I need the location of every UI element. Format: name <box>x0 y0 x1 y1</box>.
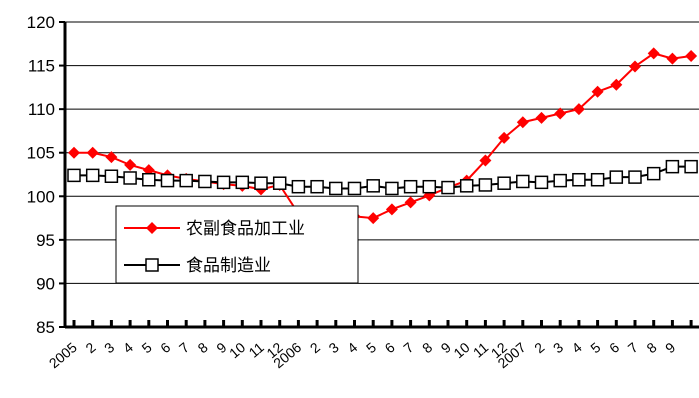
data-point-s2-12 <box>291 179 306 194</box>
data-point-s2-4 <box>142 172 156 187</box>
legend: 农副食品加工业 食品制造业 <box>115 205 359 284</box>
data-point-s2-32 <box>665 159 680 174</box>
data-point-s1-33 <box>685 49 698 62</box>
legend-label-series-1: 农副食品加工业 <box>186 219 305 239</box>
data-point-s2-15 <box>347 181 362 196</box>
data-point-s1-1 <box>86 146 99 159</box>
data-point-s1-0 <box>68 146 80 159</box>
x-tick-label-0: 2005 <box>46 339 80 371</box>
data-point-s2-22 <box>478 178 493 192</box>
y-tick-label-85: 85 <box>36 318 55 337</box>
data-point-s2-2 <box>104 169 119 183</box>
data-point-s2-10 <box>254 176 268 190</box>
x-tick-label-17: 6 <box>382 339 398 356</box>
data-point-s2-14 <box>329 181 343 196</box>
x-tick-label-3: 4 <box>120 339 136 356</box>
data-point-s1-23 <box>498 131 511 144</box>
data-point-s2-20 <box>441 180 455 195</box>
x-tick-label-14: 3 <box>325 339 341 356</box>
x-tick-label-18: 7 <box>400 339 416 356</box>
data-point-s1-22 <box>479 154 492 167</box>
data-point-s1-2 <box>105 151 118 164</box>
data-point-s2-25 <box>534 175 549 190</box>
data-point-s2-13 <box>310 179 324 194</box>
data-point-s2-6 <box>179 173 193 188</box>
data-point-s1-31 <box>647 47 660 60</box>
data-point-s2-16 <box>366 179 380 193</box>
data-point-s2-8 <box>216 175 231 190</box>
data-point-s2-17 <box>385 181 399 196</box>
data-point-s1-29 <box>610 78 623 91</box>
data-point-s2-23 <box>497 176 511 190</box>
data-point-s2-29 <box>609 170 624 184</box>
x-tick-label-7: 8 <box>195 339 211 356</box>
data-point-s2-30 <box>628 170 642 184</box>
data-point-s2-0 <box>67 168 81 183</box>
data-point-s2-31 <box>646 166 661 181</box>
series-2 <box>67 159 698 196</box>
data-point-s2-18 <box>403 179 418 194</box>
series-line-1 <box>74 52 692 223</box>
y-tick-label-105: 105 <box>27 144 55 163</box>
x-tick-label-2: 3 <box>101 339 117 356</box>
data-point-s2-27 <box>572 172 586 187</box>
data-point-s2-11 <box>272 176 287 190</box>
data-point-s2-7 <box>198 174 212 189</box>
x-tick-label-30: 7 <box>625 339 641 356</box>
data-point-s1-28 <box>591 85 604 98</box>
data-point-s1-32 <box>666 52 679 65</box>
data-point-s1-18 <box>404 196 417 209</box>
data-point-s2-21 <box>459 179 474 193</box>
x-tick-label-31: 8 <box>643 339 659 356</box>
data-point-s1-25 <box>535 111 548 124</box>
data-point-s2-3 <box>123 171 137 185</box>
y-tick-label-115: 115 <box>28 57 55 76</box>
x-tick-label-15: 4 <box>344 339 360 356</box>
data-point-s1-16 <box>367 212 380 225</box>
data-point-s2-28 <box>590 172 605 187</box>
y-tick-label-110: 110 <box>28 100 55 119</box>
x-tick-label-32: 9 <box>662 339 678 356</box>
legend-label-series-2: 食品制造业 <box>186 256 271 276</box>
data-point-s2-33 <box>684 159 698 174</box>
x-tick-label-27: 4 <box>569 339 585 356</box>
legend-marker-series-2 <box>145 258 159 272</box>
data-point-s2-24 <box>516 174 530 189</box>
legend-marker-series-1 <box>146 222 158 234</box>
x-tick-label-28: 5 <box>587 339 603 356</box>
data-point-s1-27 <box>572 103 585 116</box>
data-point-s2-9 <box>235 175 250 190</box>
data-point-s1-30 <box>629 60 641 73</box>
x-tick-label-9: 10 <box>226 339 248 361</box>
x-tick-label-6: 7 <box>176 339 192 356</box>
x-tick-label-16: 5 <box>363 339 379 356</box>
series-line-2 <box>74 165 692 190</box>
y-tick-label-100: 100 <box>27 187 55 206</box>
x-tick-label-29: 6 <box>606 339 622 356</box>
y-axis: 85 90 95 100 105 110 115 120 <box>27 13 67 337</box>
y-tick-label-90: 90 <box>36 274 55 293</box>
x-tick-label-4: 5 <box>138 339 154 356</box>
x-tick-label-1: 2 <box>82 339 98 356</box>
x-tick-label-5: 6 <box>157 339 173 356</box>
x-tick-label-19: 8 <box>419 339 435 356</box>
data-point-s2-5 <box>160 173 175 188</box>
x-tick-label-21: 10 <box>450 339 472 361</box>
x-tick-label-25: 2 <box>531 339 547 356</box>
data-point-s1-3 <box>124 158 137 171</box>
data-point-s2-1 <box>85 168 100 183</box>
series-1 <box>68 47 698 228</box>
data-point-s1-17 <box>385 203 398 216</box>
x-tick-label-26: 3 <box>550 339 566 356</box>
data-point-s1-26 <box>554 107 567 120</box>
y-tick-label-120: 120 <box>27 13 55 32</box>
data-point-s2-19 <box>422 179 437 194</box>
x-tick-label-13: 2 <box>307 339 323 356</box>
data-point-s1-24 <box>516 116 529 129</box>
y-tick-label-95: 95 <box>36 231 55 250</box>
series-layer <box>67 47 698 228</box>
data-point-s2-26 <box>553 173 567 188</box>
